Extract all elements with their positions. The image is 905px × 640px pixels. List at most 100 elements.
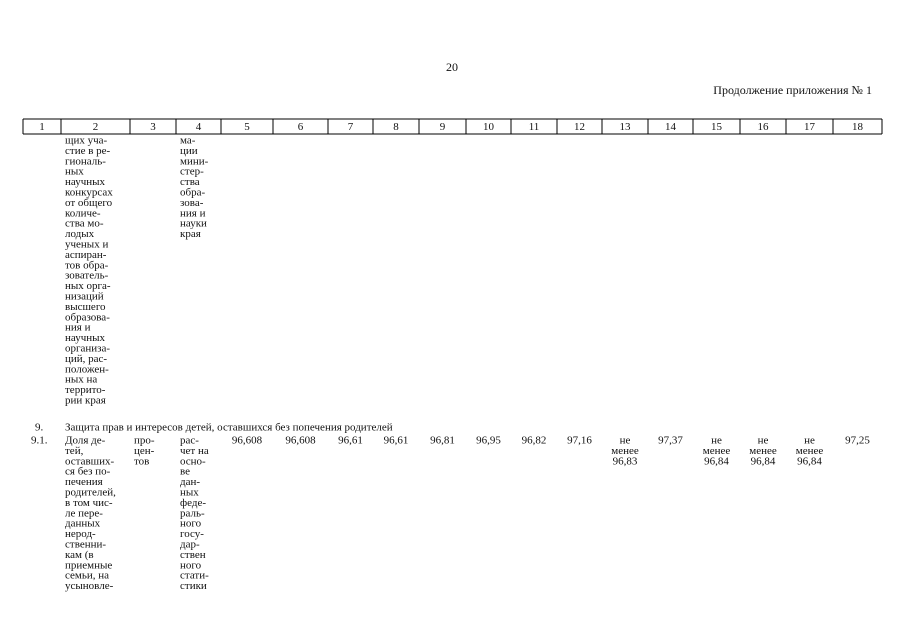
cell-text: приемные xyxy=(65,559,112,571)
cell-text: ния и xyxy=(180,207,206,219)
cell-text: менее xyxy=(703,445,731,457)
column-header: 13 xyxy=(620,121,632,133)
cell-text: гиональ- xyxy=(65,155,106,167)
cell-text: цен- xyxy=(134,445,155,457)
cell-text: печения xyxy=(65,476,103,488)
cell-text: тов xyxy=(134,455,149,467)
cell-text: количе- xyxy=(65,207,101,219)
cell-text: ного xyxy=(180,518,202,530)
cell-text: не xyxy=(758,435,769,447)
cell-text: ства мо- xyxy=(65,218,104,230)
appendix-note: Продолжение приложения № 1 xyxy=(713,83,872,97)
section-title: Защита прав и интересов детей, оставшихс… xyxy=(65,422,393,434)
cell-text: рас- xyxy=(180,435,199,447)
cell-text: зова- xyxy=(180,197,204,209)
cell-text: ных орга- xyxy=(65,280,111,292)
cell-text: ных xyxy=(65,166,84,178)
cell-text: стики xyxy=(180,580,207,592)
cell-text: ции xyxy=(180,145,198,157)
cell-text: 97,25 xyxy=(845,435,870,447)
column-header: 1 xyxy=(39,121,45,133)
cell-text: рии края xyxy=(65,395,106,407)
cell-text: 96,81 xyxy=(430,435,455,447)
cell-text: науки xyxy=(180,218,207,230)
cell-text: феде- xyxy=(180,497,206,509)
cell-text: менее xyxy=(749,445,777,457)
cell-text: 97,37 xyxy=(658,435,683,447)
cell-text: дан- xyxy=(180,476,200,488)
cell-text: Доля де- xyxy=(65,435,106,447)
cell-text: менее xyxy=(611,445,639,457)
cell-text: аспиран- xyxy=(65,249,107,261)
cell-text: ства xyxy=(180,176,200,188)
column-header: 17 xyxy=(804,121,816,133)
section-number: 9. xyxy=(35,422,44,434)
cell-text: госу- xyxy=(180,528,204,540)
cell-text: конкурсах xyxy=(65,187,113,199)
cell-text: осно- xyxy=(180,455,206,467)
cell-text: положен- xyxy=(65,363,109,375)
cell-text: не xyxy=(620,435,631,447)
column-header: 12 xyxy=(574,121,585,133)
cell-text: 97,16 xyxy=(567,435,592,447)
cell-text: ных xyxy=(180,487,199,499)
cell-text: научных xyxy=(65,176,106,188)
cell-text: ле пере- xyxy=(65,507,103,519)
column-header: 10 xyxy=(483,121,495,133)
cell-text: ственни- xyxy=(65,539,106,551)
column-header: 6 xyxy=(298,121,304,133)
column-header: 2 xyxy=(93,121,99,133)
column-header: 15 xyxy=(711,121,723,133)
cell-text: тов обра- xyxy=(65,259,109,271)
cell-text: ученых и xyxy=(65,239,108,251)
cell-text: 96,608 xyxy=(285,435,316,447)
cell-text: низаций xyxy=(65,291,104,303)
page-number: 20 xyxy=(446,60,458,74)
cell-text: дар- xyxy=(180,539,200,551)
cell-text: 96,61 xyxy=(338,435,363,447)
cell-text: про- xyxy=(134,435,155,447)
cell-text: тей, xyxy=(65,445,84,457)
cell-text: 96,61 xyxy=(384,435,409,447)
column-header: 8 xyxy=(393,121,399,133)
cell-text: менее xyxy=(796,445,824,457)
cell-text: террито- xyxy=(65,384,106,396)
cell-text: стати- xyxy=(180,570,209,582)
cell-text: раль- xyxy=(180,507,205,519)
cell-text: 96,84 xyxy=(704,455,729,467)
cell-text: стер- xyxy=(180,166,204,178)
cell-text: данных xyxy=(65,518,101,530)
cell-text: ния и xyxy=(65,322,91,334)
cell-text: высшего xyxy=(65,301,106,313)
cell-text: научных xyxy=(65,332,106,344)
cell-text: ся без по- xyxy=(65,466,111,478)
cell-text: 96,95 xyxy=(476,435,501,447)
column-header: 5 xyxy=(244,121,250,133)
column-header: 7 xyxy=(348,121,354,133)
cell-text: 96,608 xyxy=(232,435,263,447)
cell-text: обра- xyxy=(180,187,205,199)
column-header: 9 xyxy=(440,121,446,133)
cell-text: родителей, xyxy=(65,487,116,499)
cell-text: мини- xyxy=(180,155,209,167)
cell-text: кам (в xyxy=(65,549,94,561)
cell-text: организа- xyxy=(65,343,110,355)
column-header: 16 xyxy=(758,121,770,133)
column-header: 4 xyxy=(196,121,202,133)
column-header: 11 xyxy=(529,121,540,133)
cell-text: усыновле- xyxy=(65,580,114,592)
cell-text: оставших- xyxy=(65,455,115,467)
column-header: 18 xyxy=(852,121,864,133)
cell-text: стие в ре- xyxy=(65,145,111,157)
cell-text: не xyxy=(804,435,815,447)
column-header: 3 xyxy=(150,121,156,133)
cell-text: щих уча- xyxy=(65,135,108,147)
cell-text: ций, рас- xyxy=(65,353,107,365)
cell-text: ных на xyxy=(65,374,97,386)
cell-text: в том чис- xyxy=(65,497,113,509)
cell-text: лодых xyxy=(65,228,95,240)
cell-text: ве xyxy=(180,466,190,478)
cell-text: 9.1. xyxy=(31,435,48,447)
cell-text: 96,82 xyxy=(522,435,547,447)
